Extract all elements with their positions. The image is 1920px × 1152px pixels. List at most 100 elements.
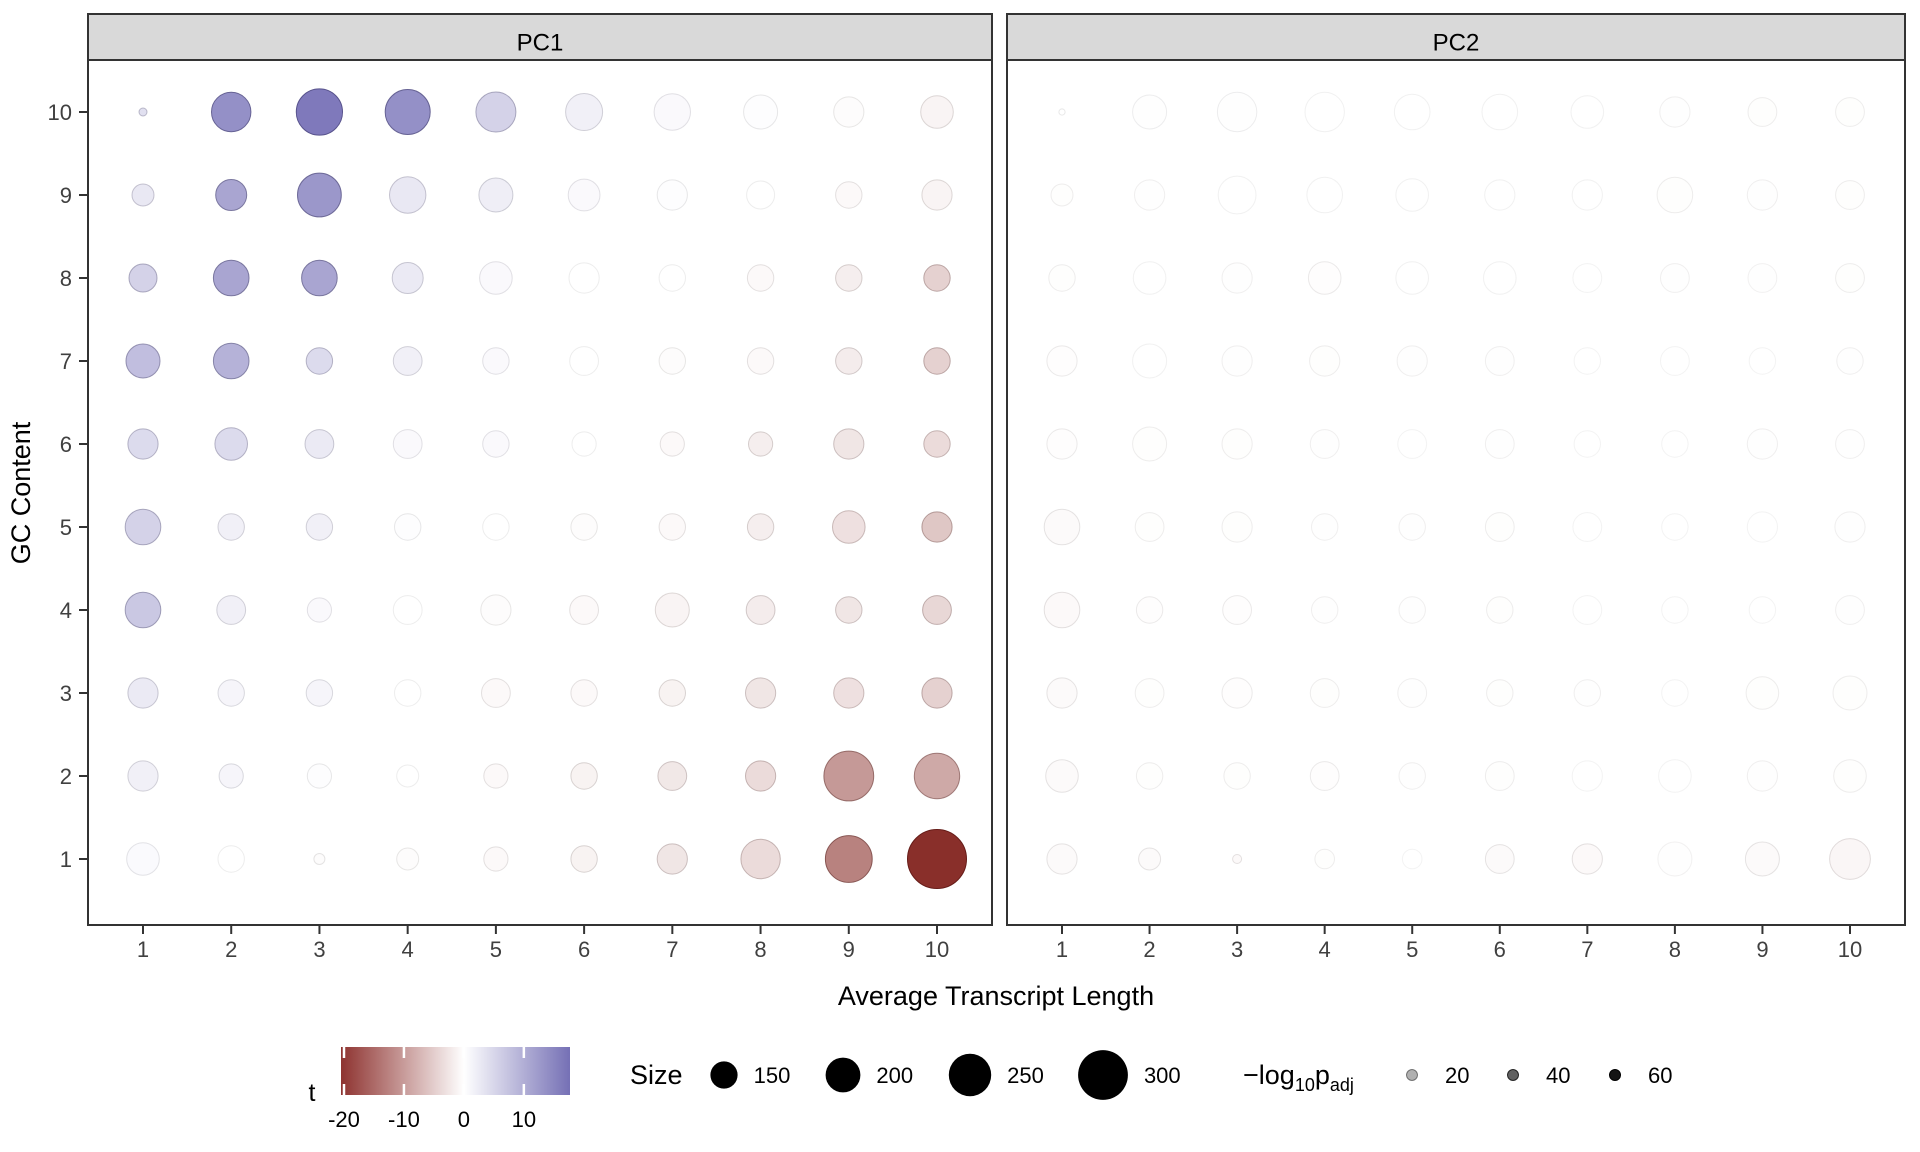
bubble <box>745 595 776 625</box>
size-legend-circle <box>710 1061 738 1089</box>
bubble <box>1398 513 1426 541</box>
bubble <box>1572 263 1603 293</box>
bubble <box>1046 345 1078 377</box>
bubble <box>483 846 509 872</box>
padj-legend-value: 60 <box>1648 1063 1672 1088</box>
bubble <box>215 179 248 211</box>
bubble <box>1311 513 1339 541</box>
t-colorbar <box>341 1047 570 1095</box>
bubble <box>832 510 866 544</box>
bubble <box>128 263 158 293</box>
bubble <box>656 179 688 211</box>
bubble <box>570 679 598 707</box>
bubble <box>1309 345 1341 377</box>
facet-label-pc1: PC1 <box>517 29 564 56</box>
bubble <box>1134 678 1165 708</box>
size-legend-circle <box>948 1053 992 1097</box>
bubble <box>394 513 422 541</box>
bubble <box>127 428 159 460</box>
bubble <box>1222 595 1252 625</box>
bubble <box>384 89 431 135</box>
x-tick-label: 9 <box>843 937 855 962</box>
y-tick-label: 9 <box>60 183 72 208</box>
padj-legend-value: 40 <box>1546 1063 1570 1088</box>
bubble <box>1043 508 1081 546</box>
bubble <box>1132 261 1167 295</box>
padj-legend-dot <box>1609 1069 1621 1081</box>
padj-legend-title: −log10padj <box>1243 1060 1354 1095</box>
bubble <box>1134 512 1165 542</box>
bubble <box>824 835 873 883</box>
bubble <box>1046 843 1078 875</box>
bubble <box>1232 854 1243 864</box>
bubble <box>570 513 598 541</box>
bubble <box>1058 108 1066 116</box>
bubble <box>920 95 954 129</box>
bubble <box>295 88 343 136</box>
padj-legend-dot <box>1507 1069 1519 1081</box>
bubble <box>923 347 951 375</box>
bubble <box>907 829 967 889</box>
bubble <box>305 347 334 375</box>
bubble <box>138 107 148 117</box>
bubble <box>1748 596 1777 624</box>
bubble <box>127 760 159 792</box>
bubble <box>745 677 777 709</box>
bubble <box>1484 844 1515 874</box>
bubble <box>392 595 423 625</box>
y-tick-label: 8 <box>60 266 72 291</box>
bubble <box>921 677 953 709</box>
bubble <box>923 430 951 458</box>
bubble <box>1573 430 1602 458</box>
bubble <box>1398 596 1426 624</box>
bubble <box>1221 262 1253 294</box>
x-tick-label: 3 <box>313 937 325 962</box>
y-tick-label: 2 <box>60 764 72 789</box>
size-legend-circle <box>1078 1050 1128 1100</box>
bubble <box>1216 91 1258 133</box>
bubble <box>482 430 510 458</box>
bubble <box>1314 848 1335 870</box>
bubble <box>218 763 244 789</box>
bubble <box>658 513 686 541</box>
bubble <box>571 431 597 457</box>
bubble <box>1746 760 1779 792</box>
bubble <box>217 513 245 541</box>
bubble <box>1572 595 1603 625</box>
y-tick-label: 10 <box>48 100 72 125</box>
y-axis-title: GC Content <box>6 421 36 564</box>
bubble <box>483 763 509 789</box>
bubble <box>569 346 599 376</box>
bubble <box>124 508 162 546</box>
bubble <box>127 677 159 709</box>
bubble <box>922 595 952 625</box>
bubble <box>304 429 335 459</box>
bubble <box>1661 430 1689 458</box>
bubble <box>654 592 690 628</box>
bubble <box>1835 263 1865 293</box>
bubble <box>1484 429 1515 459</box>
bubble <box>745 760 777 792</box>
t-legend-title: t <box>309 1079 316 1107</box>
bubble <box>481 678 511 708</box>
bubble <box>480 594 512 626</box>
bubble <box>126 842 160 876</box>
bubble <box>1132 343 1168 379</box>
bubble <box>748 431 774 457</box>
bubble <box>125 343 161 379</box>
x-tick-label: 5 <box>1406 937 1418 962</box>
bubble <box>835 264 863 292</box>
bubble <box>396 847 420 871</box>
bubble <box>1221 428 1253 460</box>
bubble <box>1484 179 1516 211</box>
t-colorbar-tick-label: 0 <box>458 1107 470 1132</box>
bubble <box>835 596 863 624</box>
bubble <box>306 763 332 789</box>
bubble <box>1401 848 1423 870</box>
bubble <box>1835 595 1865 625</box>
bubble <box>396 764 420 788</box>
bubble <box>1747 97 1778 127</box>
bubble <box>835 347 863 375</box>
y-tick-label: 1 <box>60 847 72 872</box>
bubble <box>570 762 598 790</box>
